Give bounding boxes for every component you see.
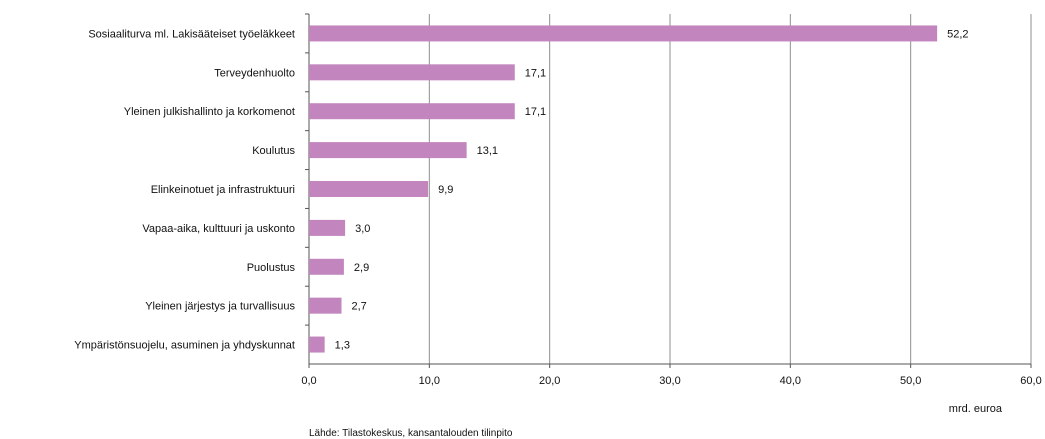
category-label: Yleinen järjestys ja turvallisuus (145, 301, 295, 313)
x-tick-label: 0,0 (301, 375, 316, 387)
bar (309, 219, 346, 236)
x-tick-label: 10,0 (419, 375, 440, 387)
data-label: 2,9 (354, 262, 369, 274)
bar (309, 64, 515, 81)
bar (309, 142, 467, 159)
value-labels: 52,2 17,1 17,1 13,1 9,9 3,0 2,9 2,7 1,3 (335, 28, 969, 351)
x-tick-label: 50,0 (900, 375, 921, 387)
x-tick-labels: 0,0 10,0 20,0 30,0 40,0 50,0 60,0 (301, 375, 1041, 387)
data-label: 1,3 (335, 340, 350, 352)
bar (309, 258, 344, 275)
category-label: Puolustus (247, 262, 296, 274)
data-label: 17,1 (525, 106, 546, 118)
source-note: Lähde: Tilastokeskus, kansantalouden til… (309, 428, 513, 439)
x-tick-label: 60,0 (1020, 375, 1041, 387)
data-label: 9,9 (438, 184, 453, 196)
data-label: 17,1 (525, 67, 546, 79)
bar (309, 25, 938, 42)
data-label: 52,2 (947, 28, 968, 40)
category-label: Ympäristönsuojelu, asuminen ja yhdyskunn… (74, 340, 295, 352)
bar (309, 297, 342, 314)
x-axis-unit-label: mrd. euroa (949, 403, 1003, 415)
category-label: Elinkeinotuet ja infrastruktuuri (151, 184, 295, 196)
category-labels: Sosiaaliturva ml. Lakisääteiset työeläkk… (74, 28, 295, 351)
x-tick-label: 20,0 (539, 375, 560, 387)
x-tick-label: 40,0 (780, 375, 801, 387)
category-label: Koulutus (252, 145, 295, 157)
data-label: 3,0 (355, 223, 370, 235)
category-label: Terveydenhuolto (214, 67, 295, 79)
bar (309, 336, 325, 353)
data-label: 2,7 (351, 301, 366, 313)
bar (309, 181, 429, 197)
category-label: Vapaa-aika, kulttuuri ja uskonto (142, 223, 295, 235)
bar (309, 103, 515, 120)
category-label: Sosiaaliturva ml. Lakisääteiset työeläkk… (88, 28, 295, 40)
x-tick-label: 30,0 (659, 375, 680, 387)
bars (309, 25, 938, 353)
data-label: 13,1 (477, 145, 498, 157)
category-label: Yleinen julkishallinto ja korkomenot (124, 106, 295, 118)
